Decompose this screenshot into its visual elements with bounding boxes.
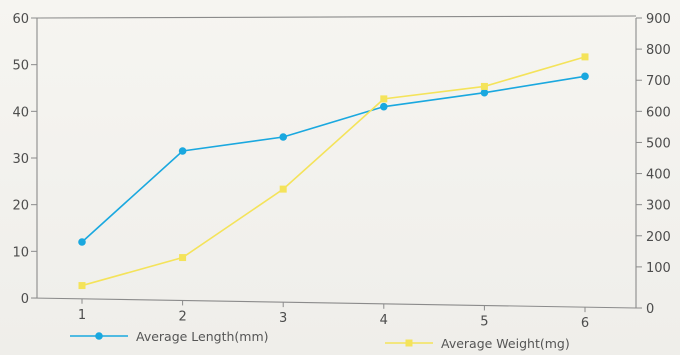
legend-label-2: Average Weight(mg) [441, 336, 570, 351]
y-right-tick-label: 500 [646, 136, 671, 151]
y-right-tick-label: 300 [646, 199, 671, 214]
x-axis [30, 297, 637, 309]
y-left-tick-label: 30 [12, 152, 29, 167]
y-right-tick-label: 200 [646, 230, 671, 245]
y-right-tick-label: 900 [646, 12, 671, 27]
series-line-1 [81, 75, 586, 243]
series-point-2 [581, 53, 589, 61]
series-point-2 [78, 282, 86, 290]
legend-marker-2 [405, 339, 413, 347]
y-left-tick-label: 20 [12, 199, 29, 214]
y-right-tick-label: 600 [646, 105, 671, 120]
series-point-2 [480, 82, 488, 90]
x-tick-label: 1 [78, 308, 86, 323]
y-right-tick-label: 0 [646, 302, 654, 317]
axes-layer: 0102030405060010020030040050060070080090… [12, 12, 670, 331]
y-left-tick-label: 60 [12, 12, 29, 27]
series-point-1 [380, 102, 388, 111]
y-left-tick-label: 40 [12, 105, 29, 120]
series-point-2 [279, 185, 287, 193]
x-tick-label: 6 [581, 316, 589, 331]
x-tick-label: 5 [480, 314, 488, 329]
series-layer [78, 53, 589, 290]
x-tick-label: 4 [380, 313, 388, 328]
series-point-1 [581, 72, 589, 81]
legend-marker-1 [95, 332, 103, 340]
series-line-2 [81, 56, 586, 287]
legend: Average Length(mm) Average Weight(mg) [70, 329, 570, 351]
series-point-1 [178, 147, 187, 155]
series-point-1 [279, 133, 288, 141]
plot-top-border [36, 15, 637, 19]
y-right-tick-label: 700 [646, 74, 671, 89]
y-left-tick-label: 50 [12, 59, 29, 74]
x-tick-label: 2 [178, 309, 186, 324]
y-right-tick-label: 100 [646, 261, 671, 276]
legend-label-1: Average Length(mm) [136, 329, 269, 344]
y-right-tick-label: 800 [646, 43, 671, 58]
series-point-2 [179, 254, 187, 262]
y-left-tick-label: 10 [12, 245, 29, 260]
series-point-1 [78, 238, 86, 246]
y-right-tick-label: 400 [646, 168, 671, 183]
series-point-1 [480, 88, 489, 97]
x-tick-label: 3 [279, 311, 287, 326]
y-left-tick-label: 0 [21, 292, 29, 307]
series-point-2 [380, 95, 388, 103]
